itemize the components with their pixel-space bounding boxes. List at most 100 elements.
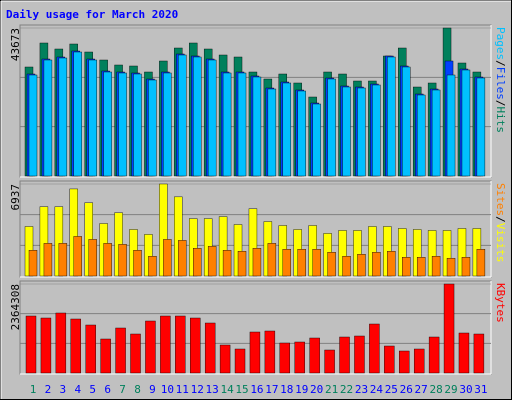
- bar: [207, 59, 217, 177]
- bar: [145, 320, 156, 374]
- bar: [357, 254, 366, 277]
- bar: [327, 78, 336, 177]
- bar: [416, 257, 426, 277]
- bar: [461, 69, 471, 177]
- bar: [88, 239, 97, 277]
- bar: [115, 327, 126, 374]
- bar: [312, 103, 321, 177]
- bar: [148, 79, 157, 177]
- x-tick-label: 22: [340, 383, 353, 396]
- bar: [372, 84, 381, 177]
- bar: [58, 57, 68, 177]
- bar: [118, 72, 127, 177]
- bar: [148, 256, 157, 277]
- bar: [58, 243, 68, 277]
- bar: [279, 342, 291, 374]
- x-tick-label: 2: [45, 383, 52, 396]
- x-tick-label: 12: [191, 383, 204, 396]
- bar: [339, 336, 350, 374]
- bar: [103, 71, 112, 177]
- bar: [387, 56, 396, 177]
- x-tick-label: 11: [176, 383, 189, 396]
- x-tick-label: 3: [60, 383, 67, 396]
- bar: [476, 249, 486, 277]
- x-tick-label: 14: [220, 383, 234, 396]
- bar: [219, 344, 231, 374]
- bar: [458, 332, 470, 374]
- x-tick-label: 29: [444, 383, 457, 396]
- x-tick-label: 16: [250, 383, 263, 396]
- legend-separator: /: [494, 100, 507, 107]
- bar: [402, 66, 411, 177]
- bar: [193, 56, 202, 177]
- x-tick-label: 25: [385, 383, 398, 396]
- bar: [178, 240, 187, 277]
- bar: [43, 59, 53, 177]
- bar: [88, 59, 97, 177]
- bar: [264, 330, 276, 374]
- x-tick-label: 30: [459, 383, 472, 396]
- bar: [294, 341, 305, 374]
- legend-entry: Sites: [494, 183, 507, 216]
- y-tick-label: 43673: [9, 28, 22, 61]
- bar: [234, 348, 246, 374]
- y-tick-label: 6937: [9, 184, 22, 211]
- x-tick-label: 31: [474, 383, 487, 396]
- bar: [118, 244, 127, 277]
- bar: [28, 74, 38, 177]
- bar: [324, 349, 335, 374]
- x-tick-label: 15: [235, 383, 248, 396]
- bar: [43, 243, 53, 277]
- x-tick-label: 24: [370, 383, 384, 396]
- bar: [413, 348, 425, 374]
- x-tick-label: 17: [265, 383, 278, 396]
- bar: [428, 336, 440, 374]
- x-tick-label: 9: [149, 383, 156, 396]
- bar: [222, 72, 232, 177]
- x-tick-label: 28: [429, 383, 442, 396]
- bar: [282, 249, 292, 277]
- bar: [384, 345, 395, 374]
- x-tick-label: 27: [415, 383, 428, 396]
- bar: [178, 54, 187, 177]
- bar: [416, 94, 426, 177]
- bar: [342, 86, 351, 177]
- bar: [237, 72, 247, 177]
- bar: [461, 257, 471, 277]
- x-tick-label: 21: [325, 383, 338, 396]
- x-tick-label: 18: [280, 383, 293, 396]
- legend: Sites/Visits: [494, 183, 507, 263]
- chart-title: Daily usage for March 2020: [6, 8, 178, 21]
- bar: [28, 250, 38, 277]
- legend: Pages/Files/Hits: [494, 27, 507, 133]
- legend-separator: /: [494, 60, 507, 67]
- bar: [175, 315, 186, 374]
- bar: [312, 249, 321, 277]
- bar: [190, 317, 201, 374]
- bar: [160, 315, 171, 374]
- x-tick-label: 7: [119, 383, 126, 396]
- bar: [402, 257, 411, 277]
- bar: [309, 337, 320, 374]
- bar: [399, 350, 410, 374]
- legend-separator: /: [494, 216, 507, 223]
- bar: [267, 243, 277, 277]
- bar: [133, 250, 142, 277]
- bar: [70, 318, 81, 374]
- bar: [267, 88, 277, 177]
- bar: [297, 249, 306, 277]
- bar: [369, 323, 380, 374]
- legend-entry: Hits: [494, 107, 507, 134]
- bar: [252, 248, 262, 277]
- bar: [446, 257, 456, 277]
- bar: [327, 252, 336, 277]
- bar: [387, 251, 396, 277]
- bar: [249, 331, 261, 374]
- bar: [372, 252, 381, 277]
- y-tick-label: 2364308: [9, 284, 22, 330]
- x-tick-label: 23: [355, 383, 368, 396]
- x-tick-label: 26: [400, 383, 413, 396]
- bar: [40, 317, 52, 374]
- bar: [133, 73, 142, 177]
